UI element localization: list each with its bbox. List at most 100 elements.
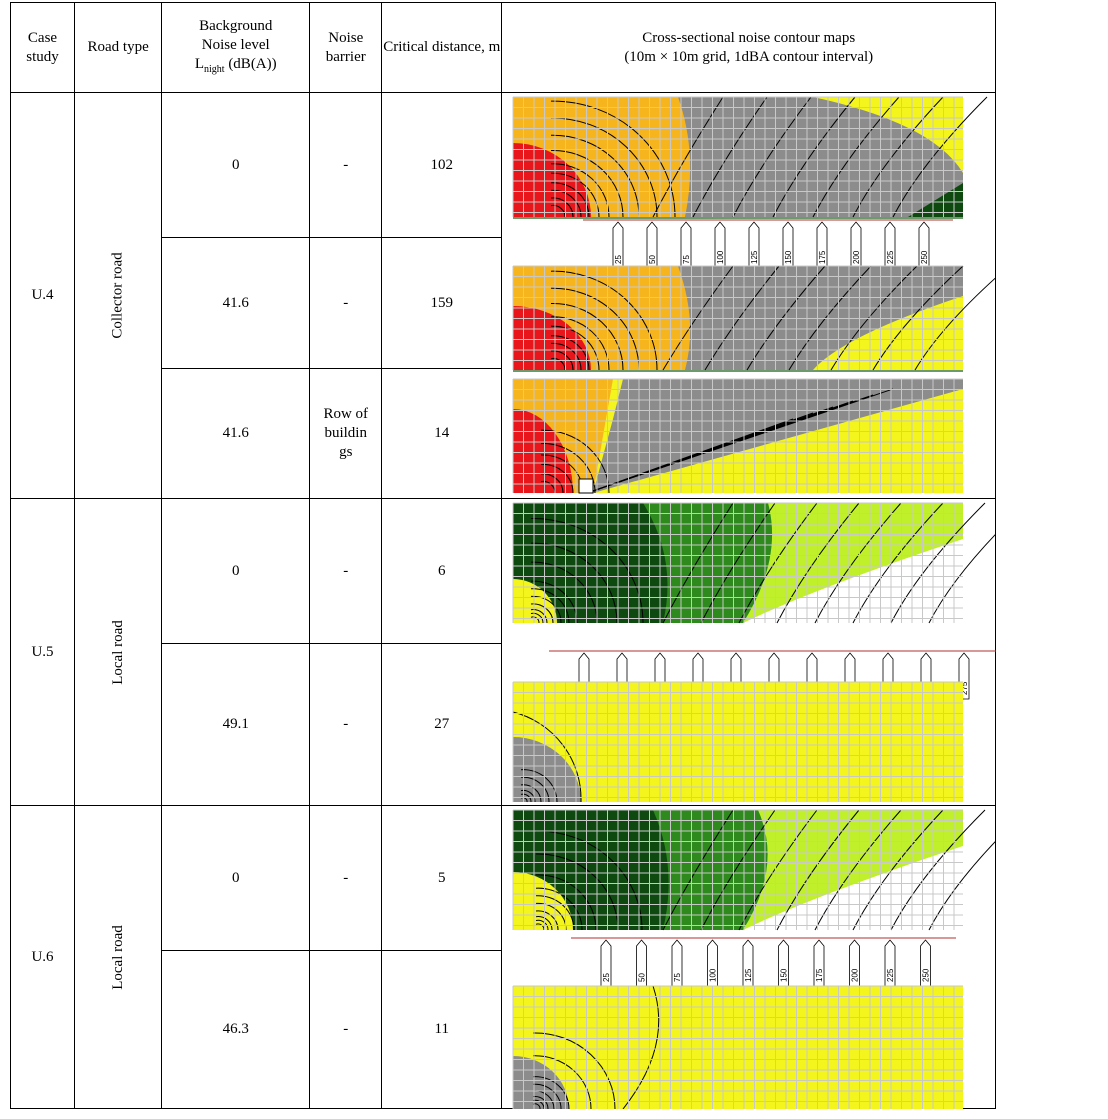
contour-line [536,895,575,931]
table-row: 46.3 - 11 [11,950,996,1109]
scale-label: 25 [602,973,611,982]
road-type-cell: Collector road [73,92,163,499]
header-maps-line2: (10m × 10m grid, 1dBA contour interval) [624,48,874,65]
contour-map-svg: 25 50 75 100 125 150 175 200 225 250 [512,96,997,494]
road-type-cell: Local road [73,805,163,1109]
contour-line [914,276,997,371]
contour-line [531,517,644,624]
grid-lines [512,809,964,930]
contour-line [928,533,997,624]
contour-line [551,197,574,218]
scale-label: 125 [750,250,759,264]
distance-cell: 6 [381,498,503,644]
noise-zone [513,97,964,163]
scale-label: 250 [922,968,931,982]
contour-map-svg: 255075100125150175200225250275 [512,502,997,803]
table-row: U.4 Collector road 0 - 102 25 50 75 100 125 1… [10,92,997,499]
contour-line [662,265,734,371]
contour-line [536,916,553,931]
background-cell: 0 [161,498,311,644]
case-cell: U.4 [10,92,75,499]
contour-line [541,463,574,494]
grid-lines [512,265,964,370]
header-noise-barrier: Noise barrier [309,2,383,93]
grid-lines [512,985,964,1109]
scale-label: 75 [682,255,691,264]
header-critical-distance: Critical distance, m [381,2,503,93]
scale-label: 50 [638,973,647,982]
contour-line [533,1055,592,1109]
scale-label: 100 [709,968,718,982]
contour-line [520,797,528,803]
noise-table: Case study Road type Background Noise le… [10,2,997,1109]
contour-line [551,172,600,218]
barrier-cell: Row of buildin gs [309,368,383,499]
scale-label: 200 [851,968,860,982]
scale-label: 150 [780,968,789,982]
contour-line [551,182,590,218]
barrier-cell: - [309,92,383,238]
scale-label: 275 [960,681,969,695]
distance-cell: 27 [381,643,503,806]
barrier-cell: - [309,237,383,369]
contour-line [536,853,619,931]
distance-cell: 159 [381,237,503,369]
header-maps-line1: Cross-sectional noise contour maps [642,29,856,46]
contour-line [746,265,826,371]
contour-line [531,609,548,624]
distance-cell: 102 [381,92,503,238]
table-row: 49.1 - 27 [11,643,996,806]
case-cell: U.5 [10,498,75,806]
scale-label: 200 [852,250,861,264]
header-row: Case study Road type Background Noise le… [10,2,997,93]
contour-line [533,1076,570,1109]
noise-zone [513,306,592,370]
grid-lines [512,96,964,217]
map-area [513,682,964,802]
scale-label: 100 [716,250,725,264]
header-background-line1: Background [199,17,273,34]
contour-maps-u6: 25 50 75 100 125 150 175 200 225 250 [501,805,997,1109]
contour-line [551,335,590,371]
contour-maps-u4: 25 50 75 100 125 150 175 200 225 250 [501,92,997,499]
distance-cell: 5 [381,805,503,951]
contour-line [531,588,570,624]
contour-map-svg: 25 50 75 100 125 150 175 200 225 250 [512,809,997,1109]
barrier-cell: - [309,805,383,951]
table-row: U.5 Local road 0 - 6 2550751001251501752… [10,498,997,806]
header-background-line3: Lnight (dB(A)) [194,55,277,75]
background-cell: 0 [161,92,311,238]
contour-line [551,342,582,371]
scale-label: 250 [920,250,929,264]
contour-line [533,1096,549,1109]
noise-zone [513,409,574,493]
scale-label: 50 [648,255,657,264]
grid-lines [512,502,964,623]
scale-label: 225 [886,968,895,982]
contour-line [872,265,964,371]
header-maps: Cross-sectional noise contour maps (10m … [501,2,997,93]
background-cell: 0 [161,805,311,951]
scale-label: 175 [818,250,827,264]
contour-line [551,204,566,218]
contour-line [551,134,640,218]
contour-line [533,1032,616,1109]
scale-label: 75 [673,973,682,982]
table-row: 41.6 - 159 [11,237,996,369]
contour-line [551,357,566,371]
contour-line [536,910,559,931]
barrier-cell: - [309,643,383,806]
contour-line [536,874,597,931]
scale-label: 175 [815,968,824,982]
header-background: Background Noise level Lnight (dB(A)) [161,2,311,93]
distance-cell: 11 [381,950,503,1109]
grid-lines [512,681,964,802]
barrier-cell: - [309,950,383,1109]
contour-line [521,769,558,803]
contour-maps-u5: 255075100125150175200225250275 [501,498,997,806]
contour-line [521,789,536,803]
header-road-type: Road type [73,2,163,93]
scale-label: 225 [886,250,895,264]
contour-line [531,561,598,624]
scale-label: 25 [614,255,623,264]
